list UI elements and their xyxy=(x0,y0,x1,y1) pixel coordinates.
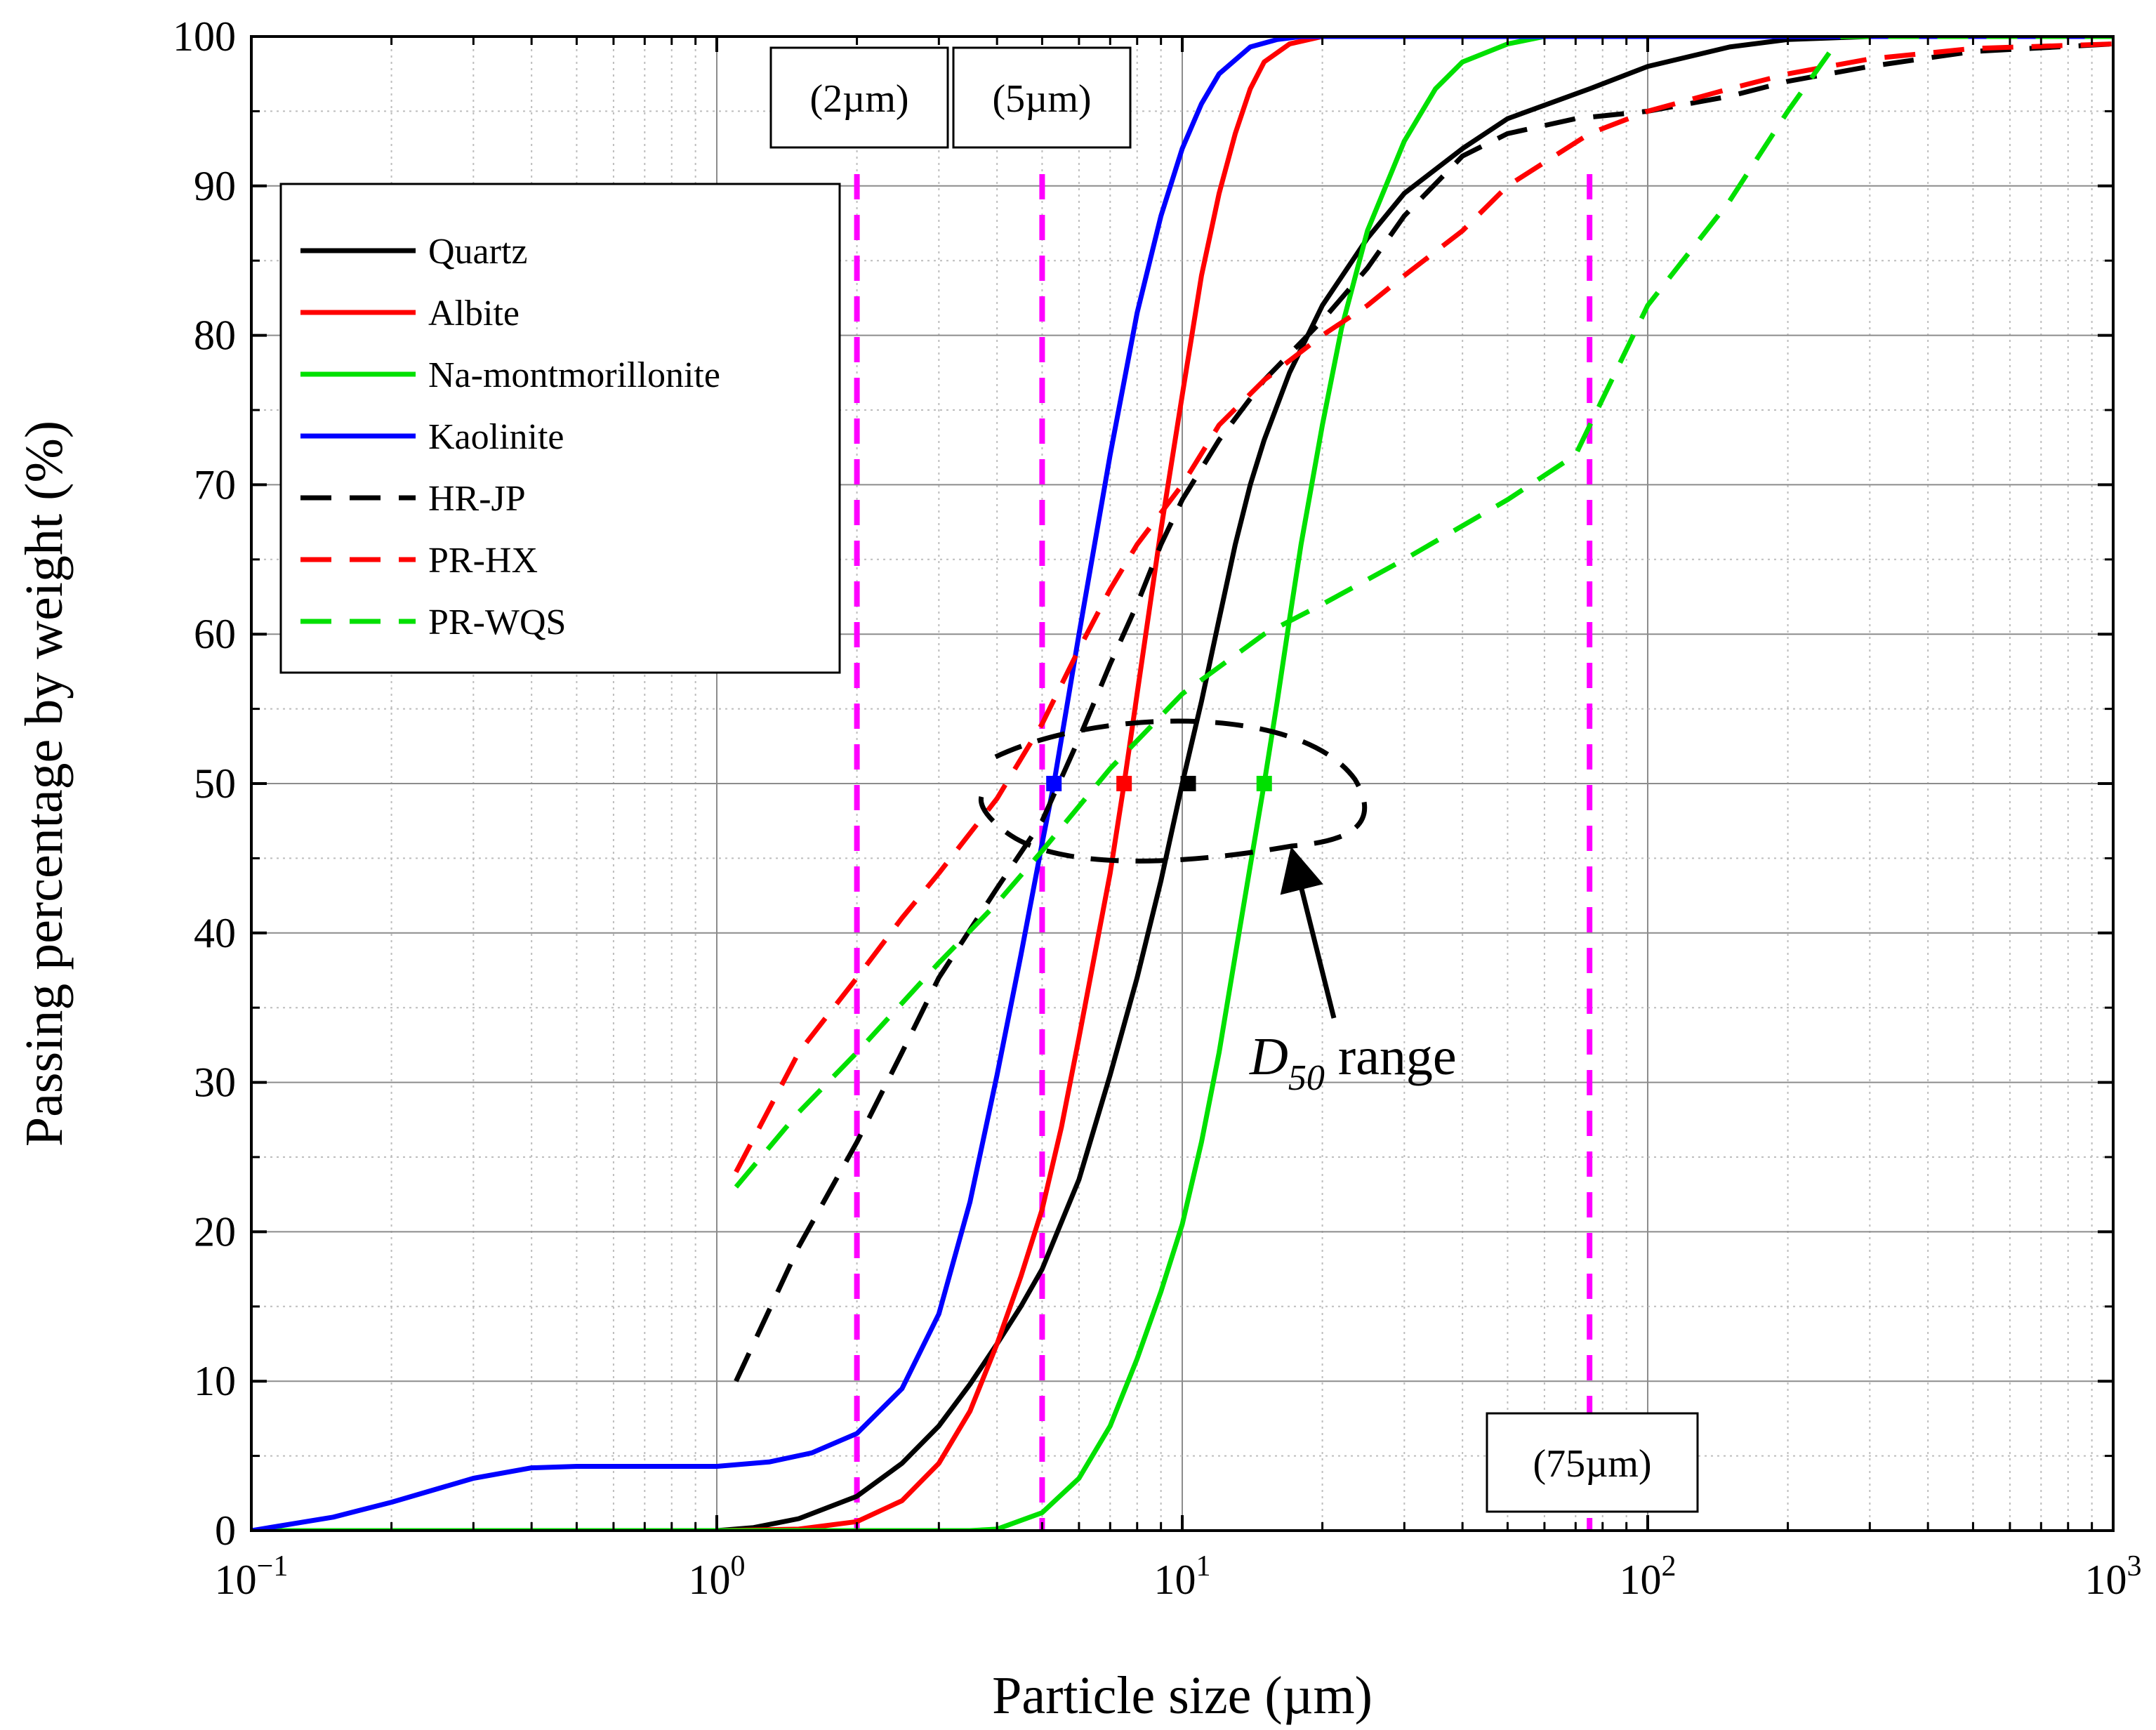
legend: Quartz Albite Na-montmorillonite Kaolinite H… xyxy=(279,183,841,674)
d50-label-subscript: 50 xyxy=(1288,1058,1325,1098)
y-tick-label: 30 xyxy=(194,1059,236,1106)
legend-label-pr-hx: PR-HX xyxy=(428,541,538,581)
callout-box-5um xyxy=(952,46,1132,149)
reference-lines xyxy=(854,174,1593,1531)
callout-label-2um: (2µm) xyxy=(809,77,908,121)
y-tick-label: 40 xyxy=(194,910,236,956)
series-line-albite xyxy=(251,37,2113,1531)
x-tick-label-exponent: 2 xyxy=(1662,1550,1676,1583)
legend-label-hr-jp: HR-JP xyxy=(428,479,526,519)
series-lines xyxy=(251,37,2113,1531)
d50-range-label: D50 range xyxy=(1249,1027,1457,1098)
y-tick-label: 70 xyxy=(194,461,236,508)
series-line-hr-jp xyxy=(734,41,2113,1382)
series-line-quartz xyxy=(251,37,2113,1531)
x-tick-label: 10−1 xyxy=(215,1550,289,1603)
x-axis-title: Particle size (µm) xyxy=(992,1666,1373,1725)
x-tick-label-exponent: 0 xyxy=(731,1550,746,1583)
y-tick-label: 50 xyxy=(194,760,236,807)
x-tick-label: 103 xyxy=(2085,1550,2142,1603)
x-tick-label-base: 10 xyxy=(2085,1557,2127,1603)
legend-label-quartz: Quartz xyxy=(428,232,527,272)
x-tick-label-base: 10 xyxy=(215,1557,257,1603)
y-tick-label: 80 xyxy=(194,312,236,359)
y-tick-label: 100 xyxy=(173,13,236,60)
callout-label-75um: (75µm) xyxy=(1533,1442,1651,1486)
x-tick-label: 102 xyxy=(1620,1550,1676,1603)
d50-marker-na-montmorillonite xyxy=(1256,776,1272,791)
d50-label-range: range xyxy=(1325,1027,1457,1086)
series-line-na-montmorillonite xyxy=(251,37,2113,1531)
legend-label-albite: Albite xyxy=(428,293,520,334)
callout-box-2um xyxy=(769,46,949,149)
axis-titles: Particle size (µm) Passing percentage by … xyxy=(15,421,1373,1725)
x-tick-label: 101 xyxy=(1154,1550,1211,1603)
y-tick-label: 20 xyxy=(194,1208,236,1255)
callout-box-75um xyxy=(1486,1412,1699,1513)
x-tick-label-exponent: 3 xyxy=(2127,1550,2142,1583)
d50-label-d: D xyxy=(1249,1027,1288,1086)
legend-label-pr-wqs: PR-WQS xyxy=(428,602,566,642)
legend-label-na-montmorillonite: Na-montmorillonite xyxy=(428,355,720,395)
legend-label-kaolinite: Kaolinite xyxy=(428,417,564,457)
d50-markers xyxy=(1046,776,1272,791)
x-tick-label-base: 10 xyxy=(1620,1557,1662,1603)
d50-marker-albite xyxy=(1116,776,1132,791)
d50-marker-quartz xyxy=(1180,776,1196,791)
x-tick-label-base: 10 xyxy=(1154,1557,1196,1603)
legend-box xyxy=(279,183,841,674)
d50-annotation: D50 range xyxy=(978,718,1457,1098)
series-line-kaolinite xyxy=(251,37,2113,1531)
y-tick-label: 0 xyxy=(215,1507,236,1554)
y-axis-title: Passing percentage by weight (%) xyxy=(15,421,74,1147)
series-line-pr-hx xyxy=(734,41,2113,1173)
y-tick-label: 60 xyxy=(194,611,236,657)
y-tick-label: 90 xyxy=(194,163,236,209)
reference-line-labels: (2µm) (5µm) (75µm) xyxy=(769,46,1699,1513)
x-tick-label-base: 10 xyxy=(689,1557,731,1603)
d50-marker-kaolinite xyxy=(1046,776,1062,791)
callout-label-5um: (5µm) xyxy=(992,77,1091,121)
series-line-pr-wqs xyxy=(734,37,2113,1189)
x-tick-label-exponent: −1 xyxy=(257,1550,289,1583)
d50-range-ellipse xyxy=(978,718,1368,864)
x-tick-label-exponent: 1 xyxy=(1196,1550,1211,1583)
x-tick-label: 100 xyxy=(689,1550,746,1603)
y-tick-label: 10 xyxy=(194,1358,236,1404)
d50-annotation-arrow xyxy=(1280,846,1337,1019)
